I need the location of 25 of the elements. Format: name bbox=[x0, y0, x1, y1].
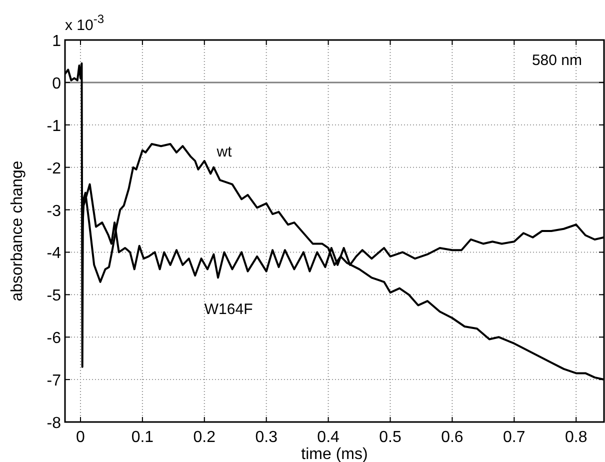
y-tick-label: -7 bbox=[46, 372, 62, 390]
x-tick-label: 0.3 bbox=[255, 429, 278, 446]
text: x 10$^{-3}$ bbox=[65, 12, 104, 34]
x-tick-label: 0.1 bbox=[131, 429, 154, 446]
x-tick-label: 0.6 bbox=[441, 429, 464, 446]
x-tick-label: 0.8 bbox=[564, 429, 588, 446]
series-label: wt bbox=[216, 144, 233, 161]
y-tick-label: -5 bbox=[46, 288, 62, 305]
x-tick-label: 0.5 bbox=[379, 429, 402, 446]
x-tick-label: 0 bbox=[76, 429, 86, 446]
y-tick-label: -8 bbox=[46, 415, 62, 432]
series-label: W164F bbox=[204, 300, 253, 318]
y-tick-label: 1 bbox=[52, 33, 62, 50]
annotation: 580 nm bbox=[532, 52, 582, 69]
y-tick-label: -3 bbox=[46, 202, 62, 220]
x-tick-label: 0.4 bbox=[317, 429, 340, 446]
y-tick-label: -2 bbox=[46, 160, 62, 178]
y-tick-label: -4 bbox=[46, 245, 62, 262]
x-tick-label: 0.2 bbox=[193, 429, 216, 446]
x-tick-label: 0.7 bbox=[503, 429, 526, 446]
x-axis-title: time (ms) bbox=[301, 446, 368, 462]
y-tick-label: 0 bbox=[52, 75, 62, 92]
y-tick-label: -6 bbox=[46, 330, 62, 348]
y-tick-label: -1 bbox=[46, 118, 62, 135]
y-axis-title: absorbance change bbox=[9, 160, 26, 302]
